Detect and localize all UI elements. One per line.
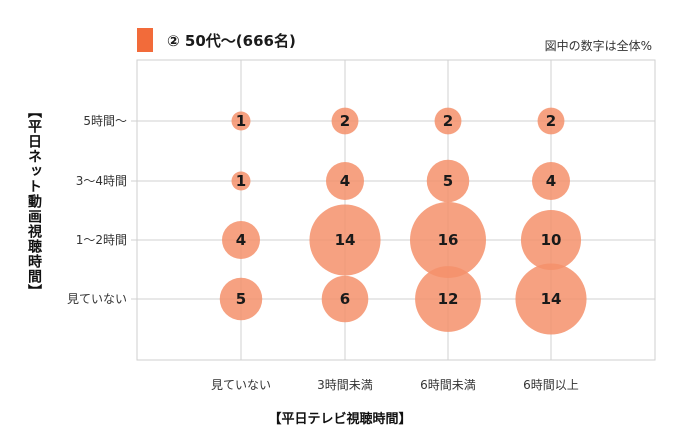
bubble-label: 2 <box>443 112 453 130</box>
bubble <box>515 263 587 335</box>
legend-swatch <box>137 28 153 52</box>
bubble <box>219 277 263 321</box>
legend-label: ② 50代～(666名) <box>167 31 296 50</box>
bubble-label: 2 <box>546 112 556 130</box>
bubble-label: 6 <box>340 290 350 308</box>
y-axis-title: 【平日ネット動画視聴時間】 <box>26 104 42 299</box>
bubble-label: 16 <box>438 231 459 249</box>
bubble <box>434 107 462 135</box>
bubble-label: 14 <box>335 231 356 249</box>
bubble-label: 4 <box>340 172 350 190</box>
x-tick-label: 3時間未満 <box>317 378 373 392</box>
bubble <box>537 107 565 135</box>
bubble <box>520 209 582 271</box>
x-tick-label: 6時間未満 <box>420 378 476 392</box>
bubble <box>309 204 381 276</box>
plot-frame <box>136 59 656 361</box>
x-tick-label: 見ていない <box>211 378 271 392</box>
bubble-label: 2 <box>340 112 350 130</box>
y-tick-label: 3～4時間 <box>76 174 127 188</box>
bubble <box>426 159 470 203</box>
bubble-label: 4 <box>546 172 556 190</box>
bubble-label: 12 <box>438 290 459 308</box>
bubble <box>231 111 251 131</box>
x-axis-title: 【平日テレビ視聴時間】 <box>268 412 412 427</box>
bubble-label: 1 <box>236 172 246 190</box>
bubble-label: 10 <box>541 231 562 249</box>
y-tick-label: 見ていない <box>67 292 127 306</box>
bubble <box>532 162 570 200</box>
x-tick-label: 6時間以上 <box>523 378 579 392</box>
legend: ② 50代～(666名) <box>137 28 296 52</box>
bubble <box>321 275 369 323</box>
bubble <box>410 202 486 278</box>
bubble-label: 14 <box>541 290 562 308</box>
bubble-label: 5 <box>443 172 453 190</box>
bubble <box>415 266 481 332</box>
bubble <box>222 221 260 259</box>
bubble-label: 5 <box>236 290 246 308</box>
bubble-label: 1 <box>236 112 246 130</box>
y-tick-label: 1～2時間 <box>76 233 127 247</box>
bubble <box>231 171 251 191</box>
y-tick-label: 5時間～ <box>83 114 127 128</box>
bubble-label: 4 <box>236 231 246 249</box>
chart-note: 図中の数字は全体% <box>544 39 652 53</box>
bubble <box>326 162 364 200</box>
bubble <box>331 107 359 135</box>
